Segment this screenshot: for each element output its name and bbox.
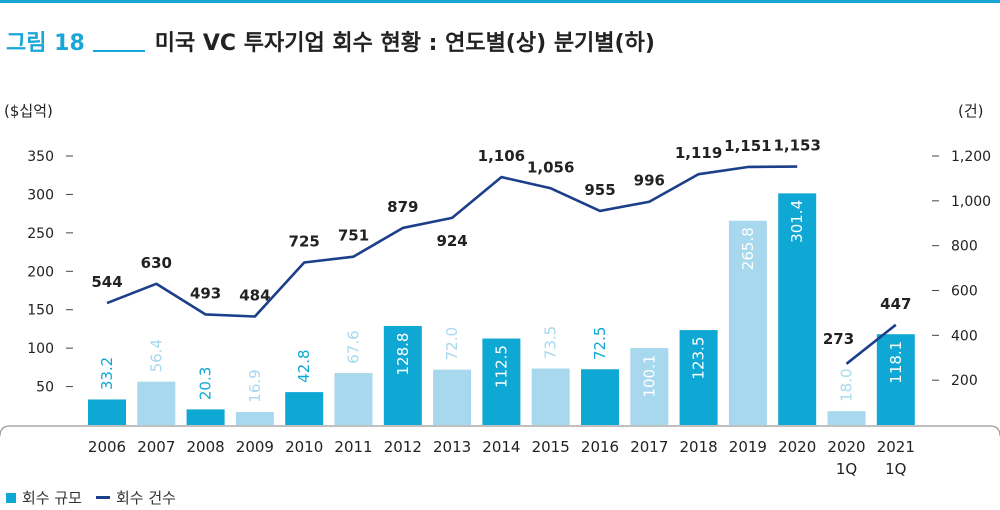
line-value-label: 630 xyxy=(141,254,172,272)
bar xyxy=(186,409,225,425)
figure-number: 그림 18 xyxy=(6,31,85,56)
figure-title: 미국 VC 투자기업 회수 현황 : 연도별(상) 분기별(하) xyxy=(154,31,655,56)
bar-value-label: 73.5 xyxy=(542,326,560,359)
right-tick-label: 600 xyxy=(951,284,978,300)
line-value-label: 924 xyxy=(436,232,467,250)
bar xyxy=(433,369,472,425)
bar xyxy=(630,348,669,425)
category-label: 2009 xyxy=(236,438,274,456)
right-tick-label: 800 xyxy=(951,239,978,255)
line-annual xyxy=(106,165,798,318)
legend-line-swatch xyxy=(95,496,110,499)
line-value-label: 273 xyxy=(823,330,854,348)
category-label: 2010 xyxy=(285,438,323,456)
category-label: 2015 xyxy=(532,438,570,456)
left-tick-label: 200 xyxy=(27,264,54,280)
left-tick-label: 250 xyxy=(27,226,54,242)
line-value-label: 1,119 xyxy=(675,144,722,162)
top-accent-line xyxy=(0,0,1000,3)
left-tick-label: 300 xyxy=(27,187,54,203)
right-tick-label: 200 xyxy=(951,373,978,389)
bar xyxy=(876,334,915,425)
line-value-label: 751 xyxy=(338,227,369,245)
bar xyxy=(285,392,324,425)
right-axis-unit: (건) xyxy=(958,102,984,120)
category-label: 2019 xyxy=(729,438,767,456)
bar-value-label: 123.5 xyxy=(690,337,708,380)
line-value-label: 484 xyxy=(239,287,270,305)
bar-value-label: 301.4 xyxy=(788,200,806,243)
line-value-label: 996 xyxy=(634,172,665,190)
category-label: 2012 xyxy=(384,438,422,456)
bar-value-label: 100.1 xyxy=(640,355,658,398)
line-value-label: 955 xyxy=(584,181,615,199)
line-quarterly xyxy=(845,323,897,365)
line-value-label: 447 xyxy=(880,295,911,313)
category-label: 2016 xyxy=(581,438,619,456)
category-label: 2008 xyxy=(187,438,225,456)
bar-value-label: 56.4 xyxy=(147,339,165,372)
bar-value-label: 67.6 xyxy=(345,330,363,363)
bar xyxy=(778,193,817,425)
bar-value-label: 18.0 xyxy=(838,368,856,401)
x-axis-frame xyxy=(0,425,1000,437)
bar xyxy=(383,326,422,425)
bar xyxy=(482,338,521,425)
category-label: 1Q xyxy=(836,460,857,478)
category-label: 2020 xyxy=(778,438,816,456)
legend-line-label: 회수 건수 xyxy=(115,489,176,507)
bar-value-label: 72.0 xyxy=(443,327,461,360)
bar xyxy=(728,220,767,425)
figure-header: 그림 18 미국 VC 투자기업 회수 현황 : 연도별(상) 분기별(하) xyxy=(6,26,655,56)
bar xyxy=(235,412,274,425)
bar xyxy=(137,381,176,425)
bar xyxy=(827,411,866,425)
bar xyxy=(679,330,718,425)
right-tick-label: 1,000 xyxy=(951,194,991,210)
left-tick-label: 150 xyxy=(27,303,54,319)
right-tick-label: 1,200 xyxy=(951,149,991,165)
title-rule xyxy=(92,50,145,52)
category-label: 2006 xyxy=(88,438,126,456)
left-tick-label: 100 xyxy=(27,341,54,357)
left-tick-label: 50 xyxy=(36,380,54,396)
bar-value-label: 20.3 xyxy=(197,367,215,400)
category-label: 2021 xyxy=(877,438,915,456)
category-label: 2014 xyxy=(482,438,520,456)
line-value-label: 879 xyxy=(387,198,418,216)
category-label: 2013 xyxy=(433,438,471,456)
bar xyxy=(581,369,619,425)
bar xyxy=(531,368,570,425)
legend-bar-swatch xyxy=(6,492,16,503)
category-label: 2011 xyxy=(334,438,372,456)
line-value-label: 1,106 xyxy=(478,147,525,165)
category-label: 2017 xyxy=(630,438,668,456)
left-axis-unit: ($십억) xyxy=(4,102,53,120)
bar-value-label: 112.5 xyxy=(492,345,510,388)
line-value-label: 544 xyxy=(91,273,122,291)
bar-value-label: 128.8 xyxy=(394,333,412,376)
bar-value-label: 42.8 xyxy=(295,349,313,382)
bar-value-label: 118.1 xyxy=(887,341,905,384)
line-value-label: 725 xyxy=(289,232,320,250)
line-value-label: 1,151 xyxy=(724,137,771,155)
category-label: 2020 xyxy=(827,438,865,456)
bar-value-label: 265.8 xyxy=(739,227,757,270)
bar-value-label: 33.2 xyxy=(98,357,116,390)
line-value-label: 1,056 xyxy=(527,158,574,176)
category-label: 1Q xyxy=(885,460,906,478)
line-value-label: 493 xyxy=(190,284,221,302)
category-label: 2007 xyxy=(137,438,175,456)
legend-bar-label: 회수 규모 xyxy=(22,489,82,507)
left-tick-label: 350 xyxy=(27,149,54,165)
legend: 회수 규모 회수 건수 xyxy=(6,487,176,508)
category-label: 2018 xyxy=(680,438,718,456)
line-value-label: 1,153 xyxy=(773,137,820,155)
bar-value-label: 16.9 xyxy=(246,369,264,402)
right-tick-label: 400 xyxy=(951,328,978,344)
bar xyxy=(88,399,126,425)
bar xyxy=(334,373,373,425)
bar-value-label: 72.5 xyxy=(591,327,609,360)
